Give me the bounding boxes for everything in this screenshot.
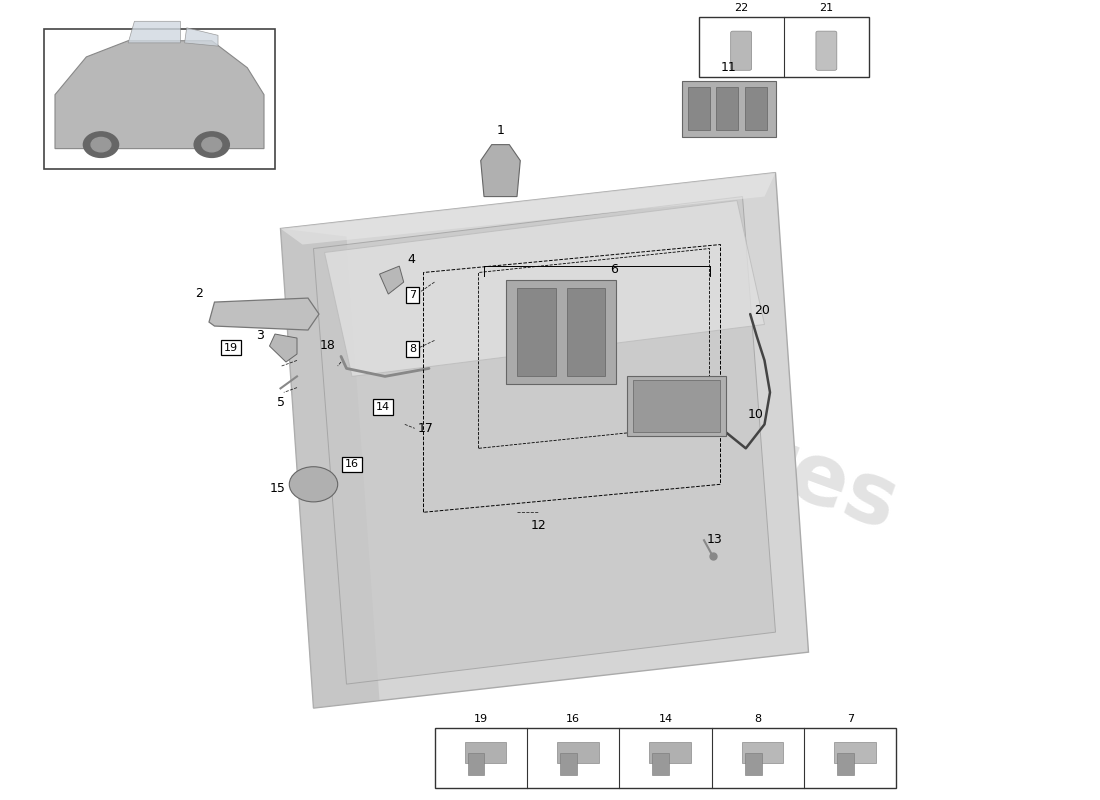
Circle shape bbox=[195, 132, 229, 158]
FancyBboxPatch shape bbox=[627, 377, 726, 436]
Circle shape bbox=[84, 132, 119, 158]
Polygon shape bbox=[560, 753, 576, 775]
Polygon shape bbox=[652, 753, 669, 775]
Polygon shape bbox=[128, 22, 180, 43]
FancyBboxPatch shape bbox=[632, 380, 721, 432]
Text: 13: 13 bbox=[706, 533, 722, 546]
Polygon shape bbox=[324, 201, 764, 377]
FancyBboxPatch shape bbox=[716, 87, 738, 130]
Circle shape bbox=[202, 138, 222, 152]
Polygon shape bbox=[464, 742, 506, 762]
Text: 14: 14 bbox=[376, 402, 389, 412]
FancyBboxPatch shape bbox=[434, 728, 896, 788]
Text: a passion for parts since 1985: a passion for parts since 1985 bbox=[390, 460, 754, 612]
FancyBboxPatch shape bbox=[730, 31, 751, 70]
Text: 16: 16 bbox=[566, 714, 580, 724]
Polygon shape bbox=[741, 742, 783, 762]
FancyBboxPatch shape bbox=[698, 17, 869, 77]
Polygon shape bbox=[745, 753, 761, 775]
Text: 4: 4 bbox=[407, 253, 415, 266]
Polygon shape bbox=[185, 28, 218, 46]
Text: 10: 10 bbox=[748, 408, 763, 422]
Polygon shape bbox=[270, 334, 297, 362]
Text: 12: 12 bbox=[531, 518, 547, 532]
Text: 17: 17 bbox=[418, 422, 433, 435]
Text: 15: 15 bbox=[271, 482, 286, 494]
Polygon shape bbox=[314, 197, 776, 684]
Text: 3: 3 bbox=[256, 329, 264, 342]
Text: 19: 19 bbox=[224, 342, 238, 353]
FancyBboxPatch shape bbox=[566, 289, 605, 377]
Text: 1: 1 bbox=[496, 124, 505, 137]
Text: 8: 8 bbox=[409, 344, 416, 354]
Text: 19: 19 bbox=[474, 714, 487, 724]
Text: 22: 22 bbox=[734, 2, 748, 13]
Text: 16: 16 bbox=[345, 459, 359, 470]
FancyBboxPatch shape bbox=[517, 289, 556, 377]
Polygon shape bbox=[209, 298, 319, 330]
Polygon shape bbox=[481, 145, 520, 197]
Text: 6: 6 bbox=[610, 263, 618, 277]
Text: 21: 21 bbox=[820, 2, 834, 13]
Text: 14: 14 bbox=[659, 714, 672, 724]
Text: 20: 20 bbox=[755, 304, 770, 318]
Circle shape bbox=[289, 466, 338, 502]
Text: 8: 8 bbox=[755, 714, 761, 724]
FancyBboxPatch shape bbox=[688, 87, 710, 130]
Text: 2: 2 bbox=[196, 286, 204, 300]
FancyBboxPatch shape bbox=[506, 281, 616, 384]
Polygon shape bbox=[280, 229, 380, 708]
Polygon shape bbox=[468, 753, 484, 775]
Polygon shape bbox=[557, 742, 598, 762]
FancyBboxPatch shape bbox=[745, 87, 767, 130]
Text: eurospares: eurospares bbox=[367, 284, 909, 549]
FancyBboxPatch shape bbox=[816, 31, 837, 70]
Polygon shape bbox=[280, 173, 776, 245]
FancyBboxPatch shape bbox=[682, 81, 776, 137]
Polygon shape bbox=[834, 742, 876, 762]
Polygon shape bbox=[280, 173, 808, 708]
Polygon shape bbox=[55, 41, 264, 149]
Polygon shape bbox=[379, 266, 404, 294]
Text: 7: 7 bbox=[847, 714, 854, 724]
Polygon shape bbox=[837, 753, 854, 775]
Circle shape bbox=[91, 138, 111, 152]
Text: 11: 11 bbox=[720, 62, 737, 74]
FancyBboxPatch shape bbox=[44, 29, 275, 169]
Text: 5: 5 bbox=[276, 396, 285, 410]
Text: 7: 7 bbox=[409, 290, 416, 300]
Polygon shape bbox=[649, 742, 691, 762]
Text: 18: 18 bbox=[320, 339, 336, 353]
